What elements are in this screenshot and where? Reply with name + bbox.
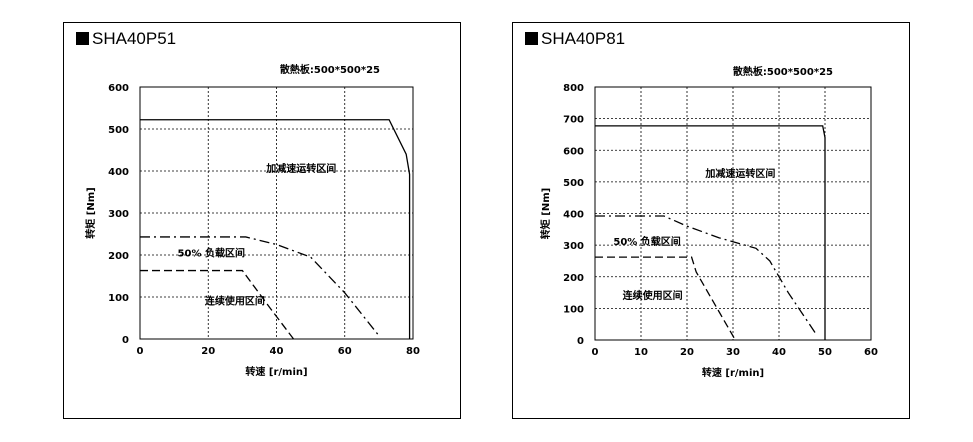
chart-canvas: 0 10 20 30 40 50 600100200300400500600700800转速… <box>539 65 878 379</box>
series-line-solid <box>140 119 411 339</box>
region-annotation: 连续使用区间 <box>205 295 265 308</box>
y-axis-label: 转矩 [Nm] <box>539 188 552 239</box>
y-tick-label: 400 <box>108 167 129 178</box>
chart-title: SHA40P51 <box>76 29 176 49</box>
chart-title-text: SHA40P51 <box>92 29 177 48</box>
heatsink-note: 散熱板:500*500*25 <box>733 65 833 78</box>
region-annotation: 50% 负载区间 <box>178 246 245 259</box>
region-annotation: 加减速运转区间 <box>704 167 775 180</box>
x-tick-label: 20 <box>680 347 694 358</box>
plot-frame <box>594 86 872 341</box>
x-tick-label: 30 <box>726 347 740 358</box>
x-tick-label: 10 <box>634 347 648 358</box>
y-tick-label: 100 <box>108 293 129 304</box>
x-tick-label: 40 <box>270 346 284 357</box>
region-annotation: 连续使用区间 <box>623 289 683 302</box>
plot-frame <box>139 86 414 340</box>
square-bullet-icon <box>525 32 538 45</box>
series-line-solid <box>595 125 826 340</box>
y-tick-label: 800 <box>563 83 584 94</box>
chart-panel-sha40p51: SHA40P51 0 20 40 60 80 0 100 200 300 400 500 600 转速 … <box>63 22 461 419</box>
y-tick-label: 200 <box>563 273 584 284</box>
x-axis-label: 转速 [r/min] <box>245 365 307 378</box>
x-tick-label: 60 <box>864 347 878 358</box>
region-annotation: 加减速运转区间 <box>265 162 336 175</box>
x-tick-label: 80 <box>406 346 420 357</box>
series-line-dashdot <box>595 215 817 335</box>
chart-panel-sha40p81: SHA40P81 0 10 20 30 40 50 60 0 100 200 300 400 500 60… <box>512 22 910 419</box>
y-tick-label: 600 <box>108 83 129 94</box>
y-tick-label: 300 <box>108 209 129 220</box>
y-tick-label: 0 <box>122 335 129 346</box>
y-tick-label: 100 <box>563 304 584 315</box>
y-tick-label: 300 <box>563 241 584 252</box>
y-tick-label: 600 <box>563 146 584 157</box>
heatsink-note: 散熱板:500*500*25 <box>280 63 380 76</box>
x-tick-label: 0 <box>592 347 599 358</box>
x-axis-label: 转速 [r/min] <box>702 366 764 379</box>
chart-title-text: SHA40P81 <box>541 29 626 48</box>
square-bullet-icon <box>76 32 89 45</box>
y-tick-label: 200 <box>108 251 129 262</box>
series-line-dashed <box>595 256 736 341</box>
chart-title: SHA40P81 <box>525 29 625 49</box>
y-tick-label: 700 <box>563 115 584 126</box>
y-tick-label: 0 <box>577 336 584 347</box>
x-tick-label: 50 <box>818 347 832 358</box>
y-tick-label: 400 <box>563 210 584 221</box>
series-line-dashed <box>140 269 295 340</box>
series-line-dashdot <box>140 236 380 337</box>
x-tick-label: 60 <box>338 346 352 357</box>
region-annotation: 50% 负载区间 <box>613 235 680 248</box>
y-axis-label: 转矩 [Nm] <box>84 187 97 238</box>
y-tick-label: 500 <box>108 125 129 136</box>
chart-canvas: 0 20 40 60 80 0 100 200 300 400 500 600 转速 [r/min] 转矩… <box>84 63 420 378</box>
x-tick-label: 40 <box>772 347 786 358</box>
x-tick-label: 20 <box>201 346 215 357</box>
x-tick-label: 0 <box>137 346 144 357</box>
y-tick-label: 500 <box>563 178 584 189</box>
